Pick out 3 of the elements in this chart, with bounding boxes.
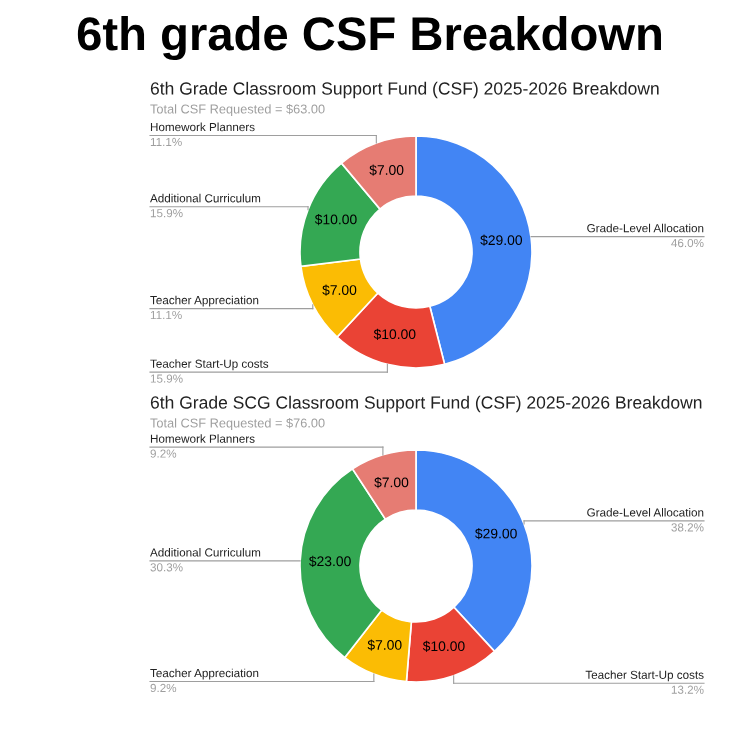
chart-title: 6th Grade Classroom Support Fund (CSF) 2025-2026 Breakdown	[150, 81, 659, 99]
chart-title: 6th Grade SCG Classroom Support Fund (CSF) 2025-2026 Breakdown	[150, 395, 702, 413]
text: 6th grade CSF Breakdown	[77, 15, 661, 61]
